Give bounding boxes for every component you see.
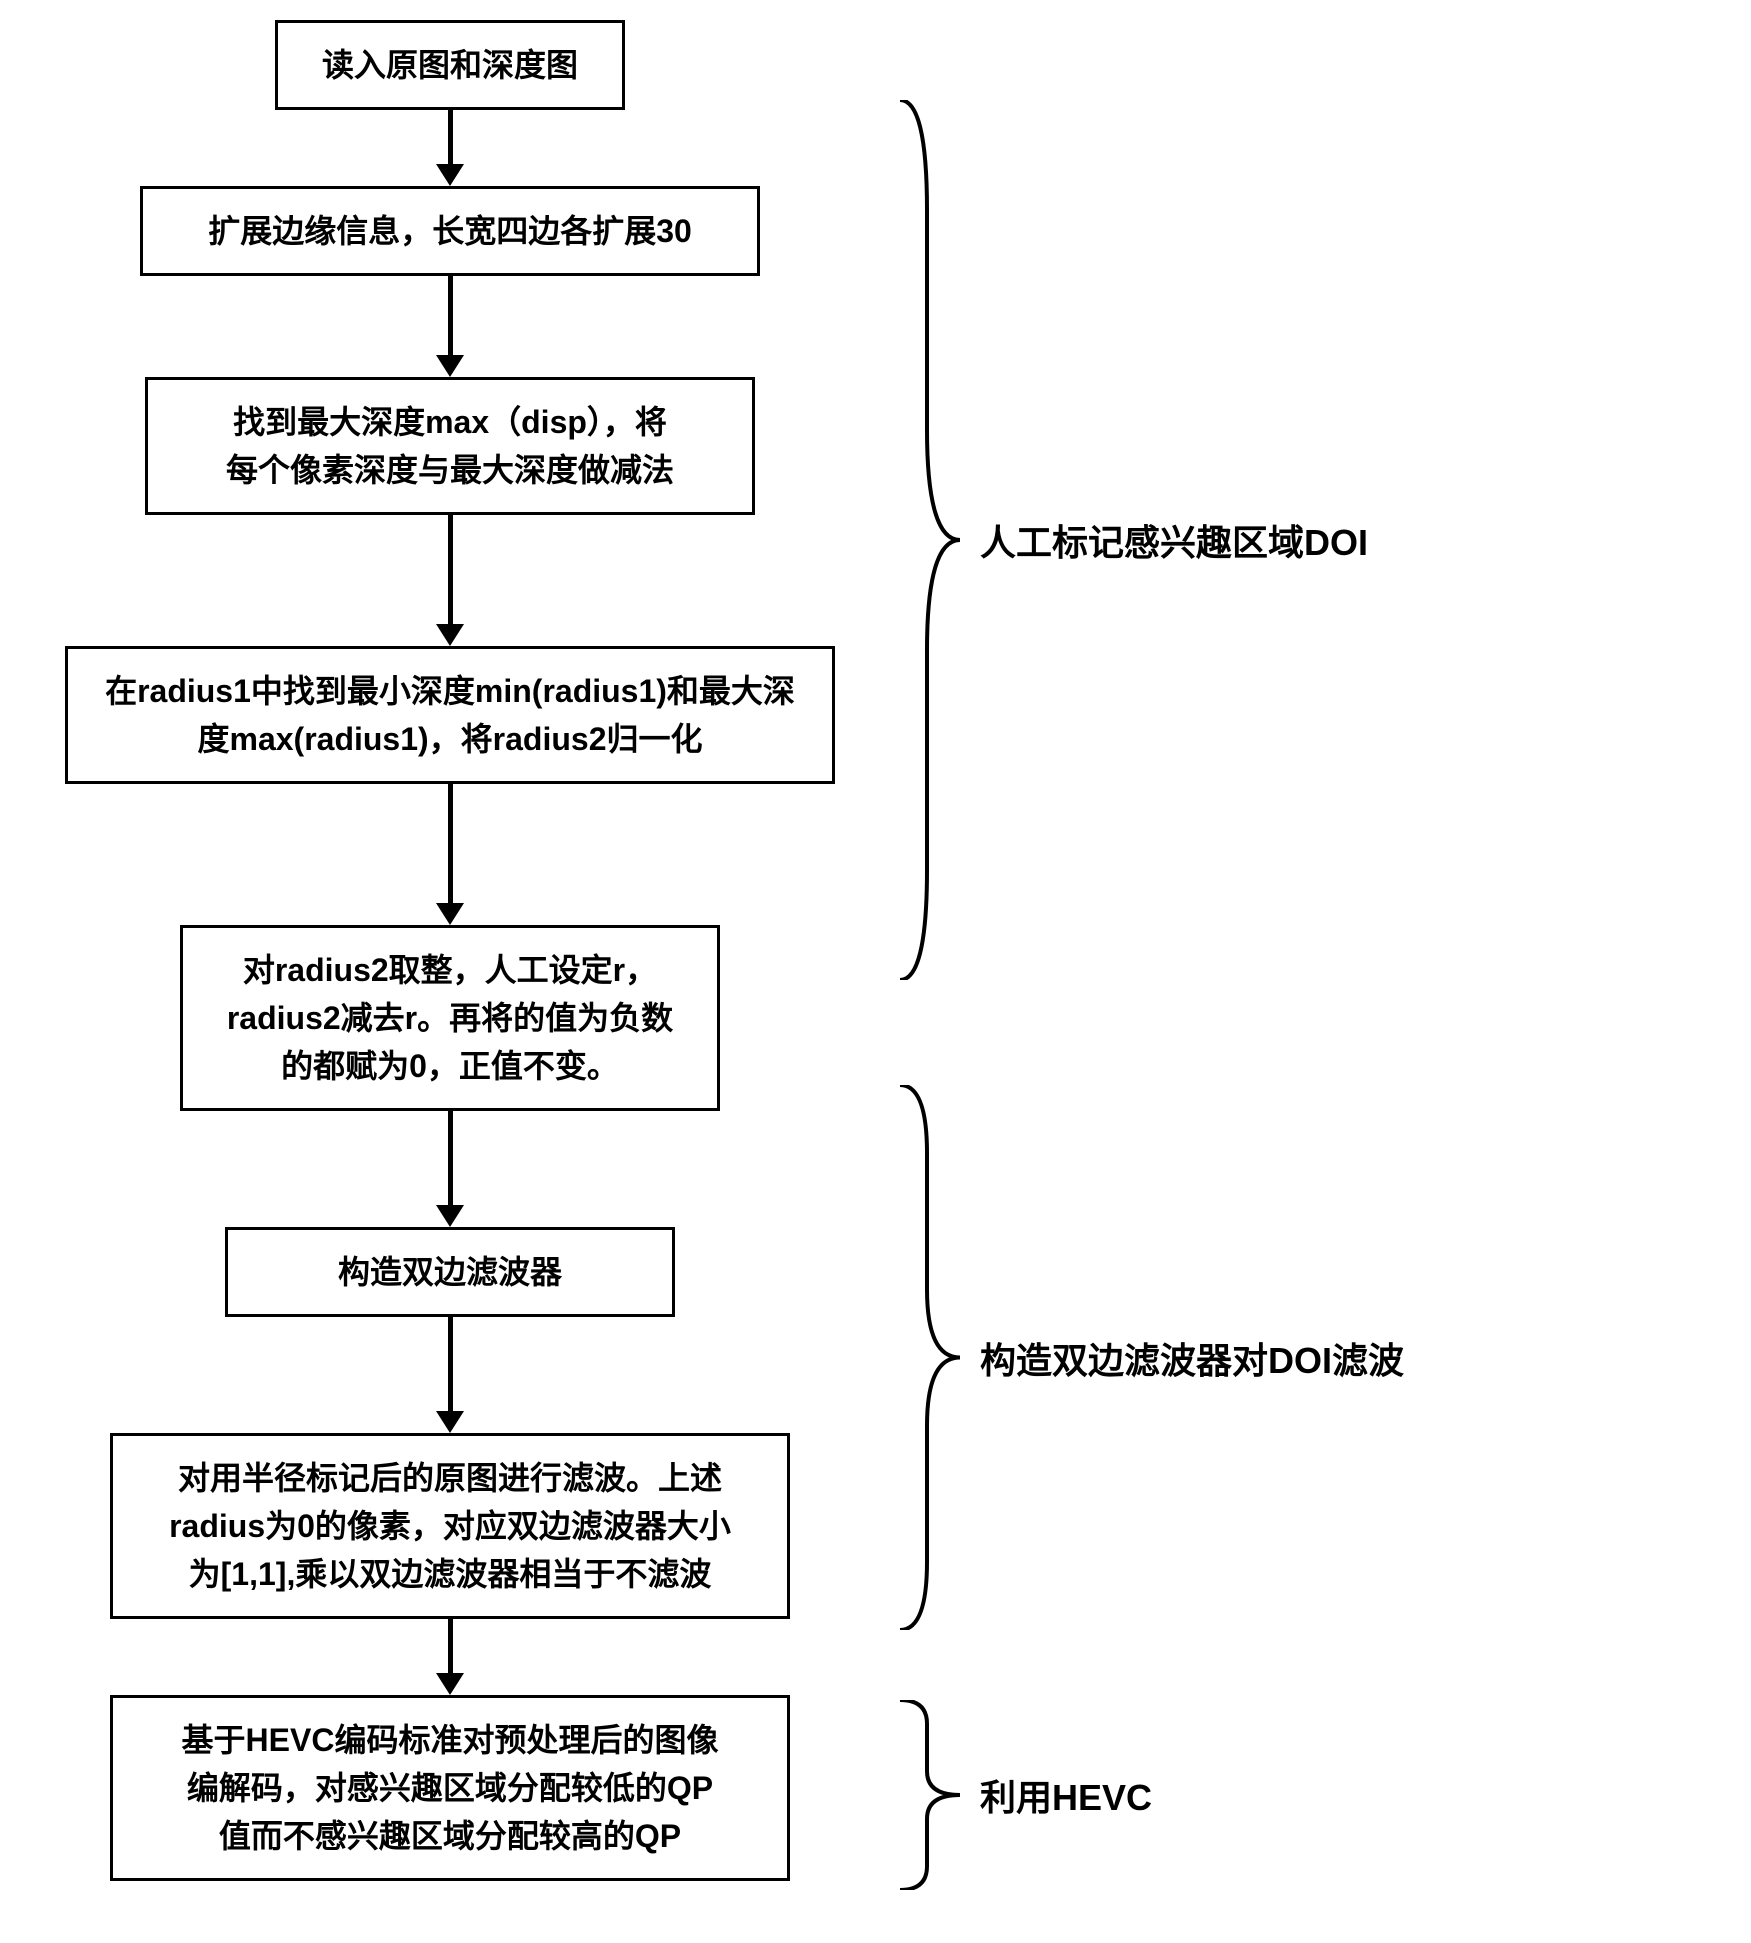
flow-box-b1: 读入原图和深度图 <box>275 20 625 110</box>
flow-box-b8: 基于HEVC编码标准对预处理后的图像 编解码，对感兴趣区域分配较低的QP 值而不… <box>110 1695 790 1881</box>
brace-icon <box>900 1085 960 1630</box>
flow-box-b3: 找到最大深度max（disp），将 每个像素深度与最大深度做减法 <box>145 377 755 515</box>
flow-arrow-after-b6 <box>436 1317 464 1433</box>
flow-box-b6: 构造双边滤波器 <box>225 1227 675 1317</box>
brace-group-br2: 构造双边滤波器对DOI滤波 <box>900 1085 1404 1630</box>
flow-arrow-after-b5 <box>436 1111 464 1227</box>
flow-arrow-after-b3 <box>436 515 464 646</box>
flow-arrow-after-b1 <box>436 110 464 186</box>
brace-label-br2: 构造双边滤波器对DOI滤波 <box>980 1332 1404 1384</box>
flow-arrow-after-b2 <box>436 276 464 377</box>
flow-box-b4: 在radius1中找到最小深度min(radius1)和最大深 度max(rad… <box>65 646 835 784</box>
flow-arrow-after-b7 <box>436 1619 464 1695</box>
flow-arrow-after-b4 <box>436 784 464 925</box>
brace-icon <box>900 1700 960 1890</box>
brace-group-br1: 人工标记感兴趣区域DOI <box>900 100 1368 980</box>
brace-label-br1: 人工标记感兴趣区域DOI <box>980 514 1368 566</box>
brace-group-br3: 利用HEVC <box>900 1700 1152 1890</box>
flow-box-b2: 扩展边缘信息，长宽四边各扩展30 <box>140 186 760 276</box>
brace-icon <box>900 100 960 980</box>
flowchart-column: 读入原图和深度图扩展边缘信息，长宽四边各扩展30 找到最大深度max（disp），… <box>60 20 840 1881</box>
flow-box-b5: 对radius2取整，人工设定r， radius2减去r。再将的值为负数 的都赋… <box>180 925 720 1111</box>
flow-box-b7: 对用半径标记后的原图进行滤波。上述 radius为0的像素，对应双边滤波器大小 … <box>110 1433 790 1619</box>
brace-label-br3: 利用HEVC <box>980 1769 1152 1821</box>
